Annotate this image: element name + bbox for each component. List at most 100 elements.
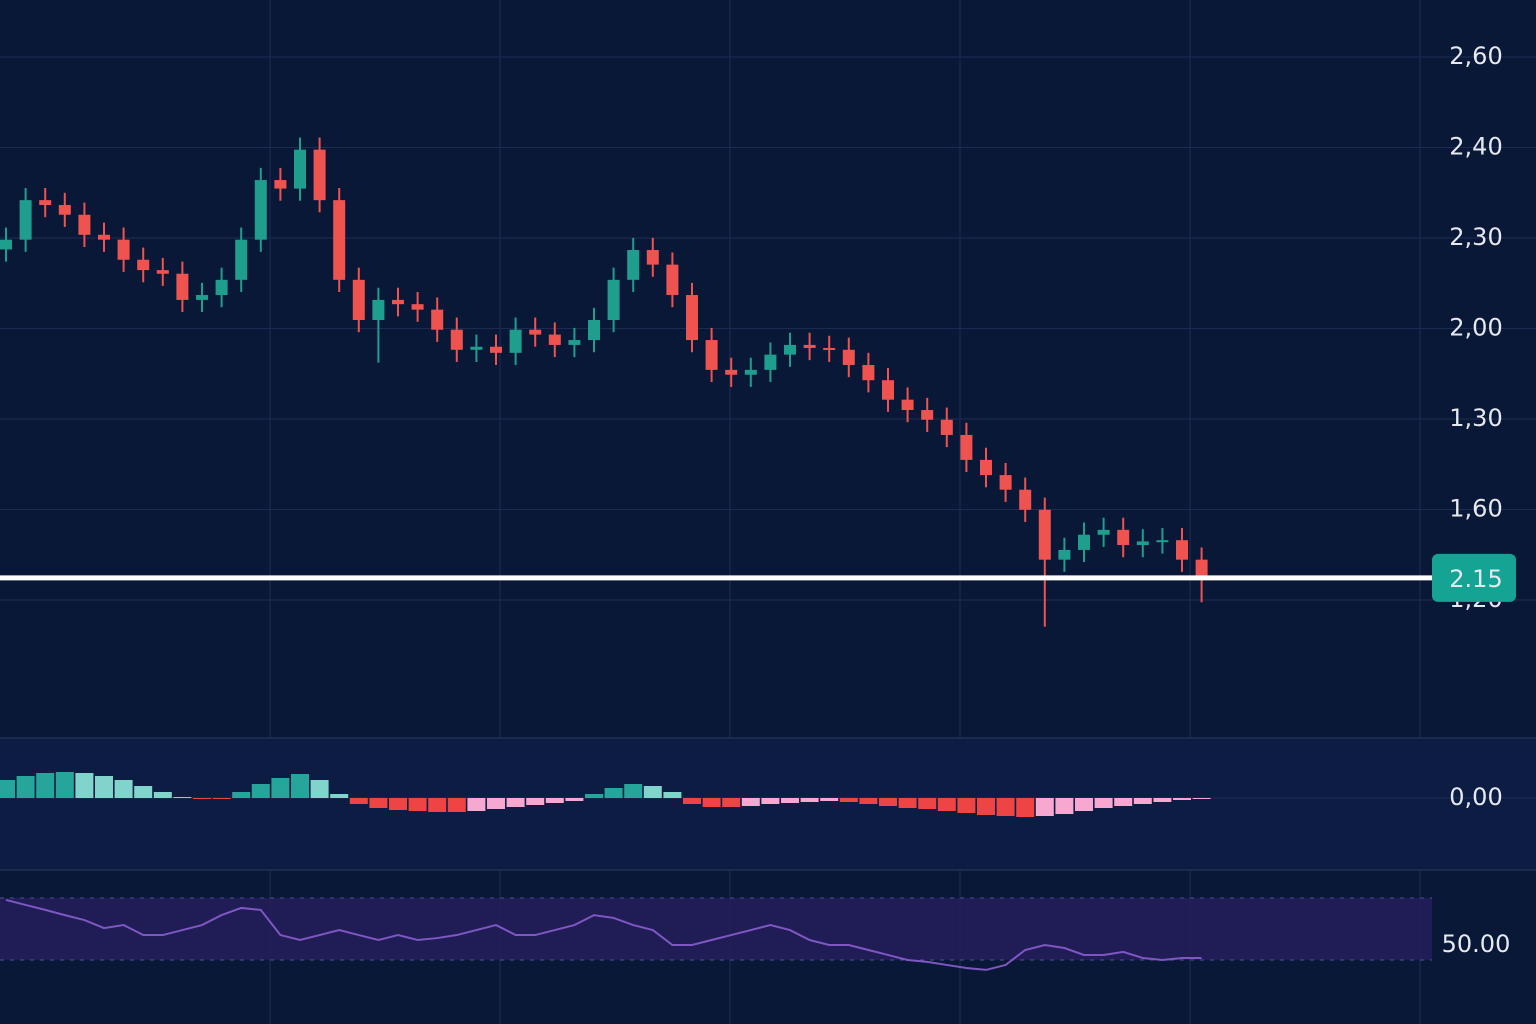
macd-bar xyxy=(722,798,741,807)
macd-bar xyxy=(585,794,603,798)
candle-body xyxy=(568,340,581,345)
candle-body xyxy=(1038,509,1051,560)
macd-bar xyxy=(447,798,466,812)
candle-body xyxy=(921,410,934,420)
candle-body xyxy=(1117,529,1130,546)
macd-bar xyxy=(1035,798,1054,816)
candle-body xyxy=(470,346,483,350)
candle-body xyxy=(686,295,698,341)
macd-bar xyxy=(153,792,172,798)
macd-bar xyxy=(408,798,427,811)
candle-body xyxy=(137,259,150,271)
macd-bar xyxy=(918,798,937,809)
macd-bar xyxy=(310,780,329,798)
candle-body xyxy=(646,250,659,265)
y-axis-label: 2,00 xyxy=(1449,314,1502,342)
candle-body xyxy=(215,279,228,296)
macd-bar xyxy=(1094,798,1113,808)
candle-body xyxy=(960,434,973,460)
candle-body xyxy=(1176,540,1188,560)
candle-body xyxy=(1136,541,1149,546)
macd-bar xyxy=(1133,798,1152,804)
macd-bar xyxy=(487,798,505,809)
macd-bar xyxy=(271,778,290,798)
candle-body xyxy=(0,239,12,250)
macd-bar xyxy=(389,798,407,810)
candle-body xyxy=(294,149,306,189)
macd-bar xyxy=(761,798,780,804)
candle-body xyxy=(548,334,561,345)
candle-body xyxy=(1058,549,1071,560)
last-price-label: 2.15 xyxy=(1449,565,1502,593)
macd-bar xyxy=(95,776,113,798)
candle-body xyxy=(39,200,52,206)
macd-bar xyxy=(330,794,349,798)
candle-body xyxy=(803,344,816,348)
rsi-line xyxy=(5,898,1202,971)
candle-body xyxy=(392,299,404,305)
macd-bar xyxy=(369,798,388,808)
macd-bar xyxy=(251,784,270,798)
candle-body xyxy=(313,149,326,201)
candle-body xyxy=(117,239,130,260)
macd-bar xyxy=(702,798,721,807)
candle-body xyxy=(274,180,287,189)
candle-body xyxy=(882,380,894,400)
macd-bar xyxy=(977,798,995,815)
macd-bar xyxy=(937,798,956,811)
macd-bar xyxy=(134,786,153,798)
macd-bar xyxy=(879,798,897,806)
macd-bar xyxy=(467,798,486,811)
y-axis-label: 2,60 xyxy=(1449,42,1502,70)
macd-bar xyxy=(232,792,251,798)
candle-body xyxy=(666,264,679,296)
candle-body xyxy=(627,250,640,280)
macd-bar xyxy=(16,776,35,798)
macd-bar xyxy=(36,773,55,798)
macd-bar xyxy=(75,773,94,798)
candle-body xyxy=(862,365,875,381)
candle-body xyxy=(98,234,110,240)
macd-bar xyxy=(565,798,584,801)
candle-body xyxy=(705,340,718,370)
macd-bar xyxy=(545,798,564,803)
macd-bar xyxy=(624,784,643,798)
macd-bar xyxy=(1075,798,1093,811)
macd-bar xyxy=(643,786,662,798)
macd-bar xyxy=(1055,798,1074,814)
macd-bar xyxy=(428,798,447,812)
macd-bar xyxy=(800,798,819,802)
candle-body xyxy=(431,309,444,330)
candle-body xyxy=(823,347,836,350)
macd-bar xyxy=(55,772,74,798)
macd-bar xyxy=(820,798,839,801)
candle-body xyxy=(411,304,424,310)
macd-bar xyxy=(291,774,309,798)
y-tick-label: 0,00 xyxy=(1449,783,1502,811)
macd-bar xyxy=(1153,798,1172,802)
candle-body xyxy=(901,399,914,411)
candle-body xyxy=(352,279,365,320)
macd-bar xyxy=(193,798,211,799)
y-axis-label: 2,40 xyxy=(1449,133,1502,161)
candle-body xyxy=(254,180,267,240)
y-axis-label: 1,30 xyxy=(1449,404,1502,432)
candle-body xyxy=(842,349,855,365)
candle-body xyxy=(490,346,502,353)
macd-bar xyxy=(957,798,976,813)
candle-body xyxy=(1195,559,1208,580)
candle-body xyxy=(1097,529,1110,535)
candle-body xyxy=(78,214,91,235)
candle-body xyxy=(450,329,463,350)
candle-body xyxy=(607,279,620,320)
candle-body xyxy=(588,319,600,341)
candle-body xyxy=(176,273,189,300)
candle-body xyxy=(784,344,796,355)
macd-bar xyxy=(1114,798,1133,806)
last-price-badge xyxy=(1432,553,1516,602)
candle-body xyxy=(744,369,757,375)
candle-body xyxy=(156,270,169,274)
macd-bar xyxy=(898,798,917,808)
candle-body xyxy=(235,239,248,280)
